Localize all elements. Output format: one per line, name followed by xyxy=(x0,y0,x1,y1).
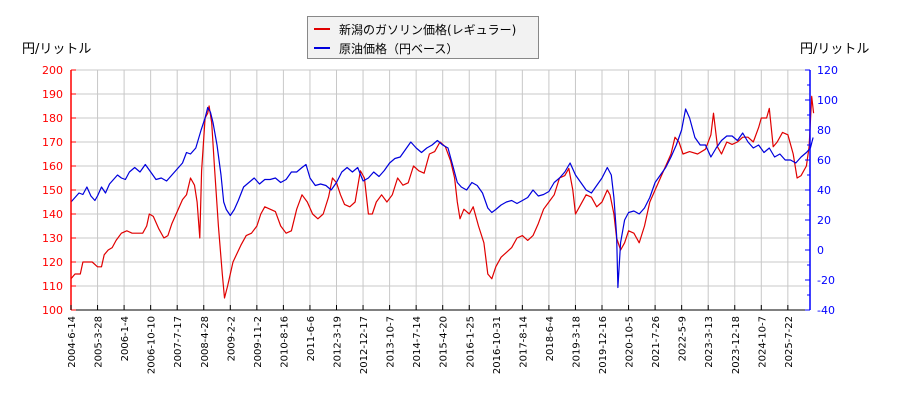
right-y-axis-ticks: -40 -20 0 20 40 60 80 100 120 xyxy=(805,64,838,317)
x-tick-label: 2022-5-9 xyxy=(678,316,689,361)
left-y-tick-label: 160 xyxy=(42,160,63,173)
x-tick-label: 2010-8-16 xyxy=(279,316,290,368)
left-y-tick-label: 150 xyxy=(42,184,63,197)
right-axis-label: 円/リットル xyxy=(800,42,870,57)
left-y-tick-label: 190 xyxy=(42,88,63,101)
right-y-tick-label: 20 xyxy=(817,214,831,227)
right-y-tick-label: -20 xyxy=(817,274,835,287)
left-y-tick-label: 100 xyxy=(42,304,63,317)
right-y-tick-label: 120 xyxy=(817,64,838,77)
left-y-tick-label: 120 xyxy=(42,256,63,269)
left-y-tick-label: 170 xyxy=(42,136,63,149)
left-y-tick-label: 110 xyxy=(42,280,63,293)
x-tick-label: 2012-3-19 xyxy=(333,316,344,368)
x-tick-label: 2017-8-14 xyxy=(518,316,529,368)
x-tick-label: 2014-7-14 xyxy=(412,316,423,368)
legend-label-gasoline: 新潟のガソリン価格(レギュラー) xyxy=(339,22,517,37)
left-y-tick-label: 180 xyxy=(42,112,63,125)
x-tick-label: 2023-3-13 xyxy=(704,316,715,368)
left-y-tick-label: 130 xyxy=(42,232,63,245)
left-y-tick-label: 140 xyxy=(42,208,63,221)
x-tick-label: 2008-4-28 xyxy=(200,316,211,368)
x-tick-label: 2023-12-18 xyxy=(731,316,742,374)
x-tick-label: 2019-12-16 xyxy=(598,316,609,374)
x-tick-label: 2025-7-22 xyxy=(784,316,795,368)
x-tick-label: 2015-4-20 xyxy=(439,316,450,368)
x-tick-label: 2013-10-7 xyxy=(386,316,397,368)
legend-swatch-red xyxy=(314,28,330,30)
x-tick-label: 2009-2-2 xyxy=(226,316,237,361)
right-y-tick-label: 80 xyxy=(817,124,831,137)
legend-swatch-blue xyxy=(314,47,330,49)
crude-oil-price-line xyxy=(70,106,814,289)
left-axis-label: 円/リットル xyxy=(22,42,92,57)
grid-lines xyxy=(70,69,810,311)
x-tick-label: 2012-12-17 xyxy=(359,316,370,374)
x-tick-label: 2005-3-28 xyxy=(94,316,105,368)
x-tick-label: 2019-3-18 xyxy=(571,316,582,368)
left-y-tick-label: 200 xyxy=(42,64,63,77)
x-tick-label: 2006-1-4 xyxy=(120,316,131,361)
legend-item-gasoline: 新潟のガソリン価格(レギュラー) xyxy=(314,20,516,38)
legend-label-crude: 原油価格（円ベース） xyxy=(339,41,459,56)
x-axis-ticks: 2004-6-14 2005-3-28 2006-1-4 2006-10-10 2007… xyxy=(67,305,795,374)
legend-item-crude: 原油価格（円ベース） xyxy=(314,39,458,57)
left-y-axis-ticks: 100 110 120 130 140 150 160 170 180 190 200 xyxy=(42,64,76,317)
x-tick-label: 2020-10-5 xyxy=(625,316,636,368)
right-y-tick-label: 60 xyxy=(817,154,831,167)
x-tick-label: 2016-10-31 xyxy=(492,316,503,374)
x-tick-label: 2024-10-7 xyxy=(757,316,768,368)
legend: 新潟のガソリン価格(レギュラー) 原油価格（円ベース） xyxy=(307,16,539,59)
x-tick-label: 2011-6-6 xyxy=(306,316,317,361)
right-y-tick-label: 100 xyxy=(817,94,838,107)
x-tick-label: 2009-11-2 xyxy=(253,316,264,368)
axes xyxy=(70,69,811,311)
right-y-tick-label: 40 xyxy=(817,184,831,197)
x-tick-label: 2018-6-4 xyxy=(545,316,556,361)
series-lines xyxy=(70,95,815,299)
right-y-tick-label: -40 xyxy=(817,304,835,317)
x-tick-label: 2006-10-10 xyxy=(147,316,158,374)
x-tick-label: 2021-7-26 xyxy=(651,316,662,368)
x-tick-label: 2007-7-17 xyxy=(173,316,184,368)
right-y-tick-label: 0 xyxy=(817,244,824,257)
x-tick-label: 2004-6-14 xyxy=(67,316,78,368)
gasoline-price-line xyxy=(70,95,815,299)
x-tick-label: 2016-1-25 xyxy=(465,316,476,368)
